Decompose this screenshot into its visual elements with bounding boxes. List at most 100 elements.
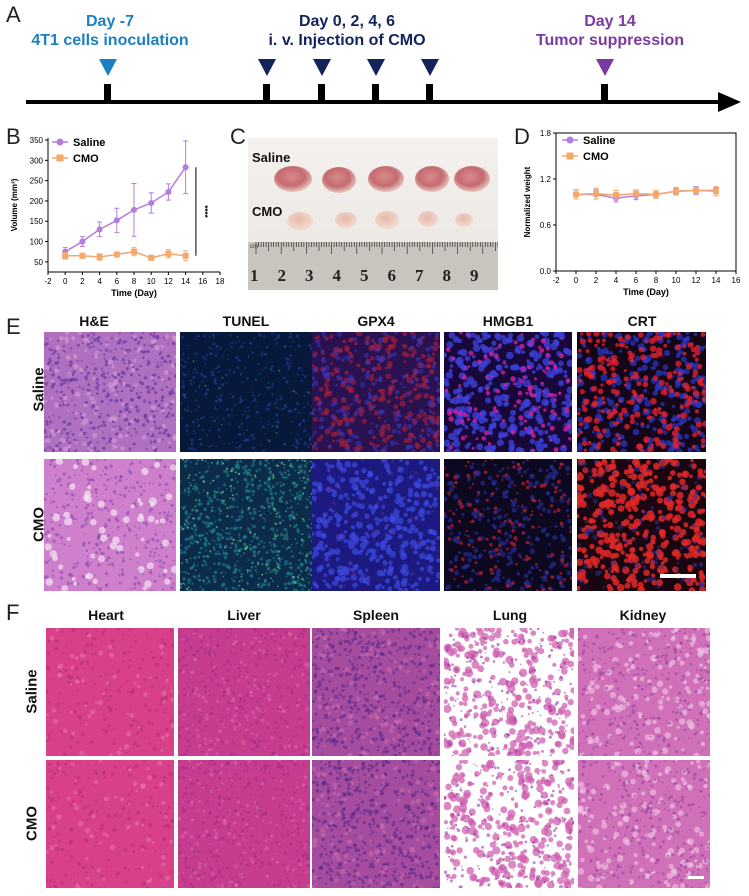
tumor-specimen — [368, 166, 404, 192]
tissue-texture — [178, 628, 310, 756]
col-header-spleen: Spleen — [353, 607, 399, 623]
gpx4-saline-image — [312, 332, 440, 452]
panel-label-a: A — [6, 2, 21, 27]
x-tick-label: 10 — [147, 277, 156, 286]
data-point — [148, 199, 155, 206]
tumor-volume-chart: -2 0 2 4 6 8 10 12 14 16 18 50 100 150 200 250 300 350 Tim… — [10, 136, 225, 298]
series-line — [575, 189, 717, 196]
panel-label-e: E — [6, 314, 21, 339]
tick-day-0 — [263, 84, 270, 102]
data-point — [182, 252, 189, 259]
event-day-label: Day 14 — [584, 13, 636, 30]
tumor-specimen — [335, 212, 357, 228]
tissue-texture — [578, 628, 710, 756]
timeline-event-inoculation: Day -7 4T1 cells inoculation — [31, 12, 188, 50]
tumor-specimen — [322, 167, 356, 193]
timeline-ticks — [104, 84, 608, 102]
cmo-tumors — [287, 211, 473, 230]
body-weight-chart: -2 0 2 4 6 8 10 12 14 16 0.0 0.6 1.2 1.8 Time (Day) Nor… — [523, 129, 741, 297]
y-tick-label: 1.2 — [540, 175, 552, 184]
data-point — [653, 191, 659, 198]
data-point — [693, 187, 699, 194]
x-tick-label: 2 — [594, 276, 599, 285]
tumor-specimen — [415, 166, 449, 192]
data-point — [182, 164, 189, 171]
series-line — [64, 166, 187, 253]
timeline-event-suppression: Day 14 Tumor suppression — [536, 12, 684, 50]
tumor-photo-drawing — [248, 138, 499, 290]
timeline-event-injection: Day 0, 2, 4, 6 i. v. Injection of CMO — [268, 12, 425, 50]
series-cmo — [62, 247, 189, 262]
y-tick-label: 100 — [30, 238, 44, 247]
x-tick-label: 12 — [692, 276, 701, 285]
plot-frame — [555, 132, 737, 272]
hmgb1-cmo-image — [444, 459, 572, 591]
tissue-texture — [180, 332, 312, 452]
x-tick-label: 8 — [132, 277, 137, 286]
tissue-texture — [444, 332, 572, 452]
legend-label: CMO — [583, 151, 609, 163]
legend-marker — [566, 136, 574, 144]
tissue-texture — [312, 459, 440, 591]
event-day-label: Day 0, 2, 4, 6 — [298, 13, 396, 30]
col-header-he: H&E — [79, 313, 109, 329]
ruler-number: 8 — [442, 266, 452, 285]
legend-label: CMO — [73, 153, 99, 165]
heart-cmo-image — [46, 760, 174, 888]
tissue-texture — [312, 760, 440, 888]
liver-cmo-image — [178, 760, 310, 888]
y-tick-label: 50 — [34, 258, 43, 267]
data-point — [79, 252, 86, 259]
event-description: 4T1 cells inoculation — [31, 32, 189, 49]
panel-label-f: F — [6, 600, 20, 625]
legend-marker — [56, 154, 64, 162]
tissue-texture — [577, 332, 706, 452]
data-point — [62, 252, 69, 259]
x-tick-label: 14 — [181, 277, 190, 286]
tissue-texture — [312, 332, 440, 452]
ruler-number: 5 — [360, 266, 369, 285]
tumor-specimen — [287, 212, 313, 230]
x-tick-label: 18 — [216, 277, 225, 286]
tissue-texture — [44, 332, 176, 452]
col-header-kidney: Kidney — [619, 607, 667, 623]
marker-injection-triangle — [421, 59, 439, 76]
crt-cmo-image — [577, 459, 706, 591]
data-point — [633, 190, 639, 197]
scale-bar — [660, 574, 696, 578]
y-tick-label: 150 — [30, 217, 44, 226]
saline-tumors — [274, 166, 490, 193]
x-tick-label: 2 — [80, 277, 85, 286]
event-description: i. v. Injection of CMO — [268, 32, 426, 49]
he-saline-image — [44, 332, 176, 452]
tissue-texture — [444, 760, 574, 888]
tissue-texture — [312, 628, 440, 756]
y-tick-label: 200 — [30, 197, 44, 206]
row-label-cmo: CMO — [23, 806, 41, 841]
y-axis-title: Normalized weight — [523, 166, 532, 237]
tick-day-4 — [372, 84, 379, 102]
data-point — [96, 226, 103, 233]
timeline-arrowhead — [718, 92, 741, 112]
tunel-saline-image — [180, 332, 312, 452]
marker-injection-triangle — [313, 59, 331, 76]
x-axis-title: Time (Day) — [111, 288, 157, 298]
x-tick-label: 16 — [198, 277, 207, 286]
data-point — [131, 206, 137, 213]
x-tick-label: 4 — [97, 277, 102, 286]
x-tick-label: 16 — [732, 276, 741, 285]
tumor-specimen — [454, 166, 490, 192]
data-point — [113, 217, 120, 224]
x-tick-label: 0 — [574, 276, 579, 285]
x-tick-label: 12 — [164, 277, 173, 286]
kidney-cmo-image — [578, 760, 710, 888]
marker-suppression-triangle — [596, 59, 614, 76]
col-header-hmgb1: HMGB1 — [482, 313, 534, 329]
legend-label: Saline — [73, 137, 105, 149]
tunel-cmo-image — [180, 459, 312, 591]
data-point — [165, 250, 172, 257]
col-header-liver: Liver — [227, 607, 261, 623]
hmgb1-saline-image — [444, 332, 572, 452]
y-tick-label: 250 — [30, 177, 44, 186]
